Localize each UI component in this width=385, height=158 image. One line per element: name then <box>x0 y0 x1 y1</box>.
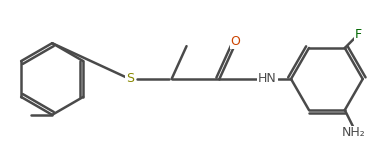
Text: HN: HN <box>258 73 276 85</box>
Text: S: S <box>126 73 134 85</box>
Text: O: O <box>231 35 241 48</box>
Text: NH₂: NH₂ <box>342 126 366 139</box>
Text: F: F <box>354 28 362 41</box>
